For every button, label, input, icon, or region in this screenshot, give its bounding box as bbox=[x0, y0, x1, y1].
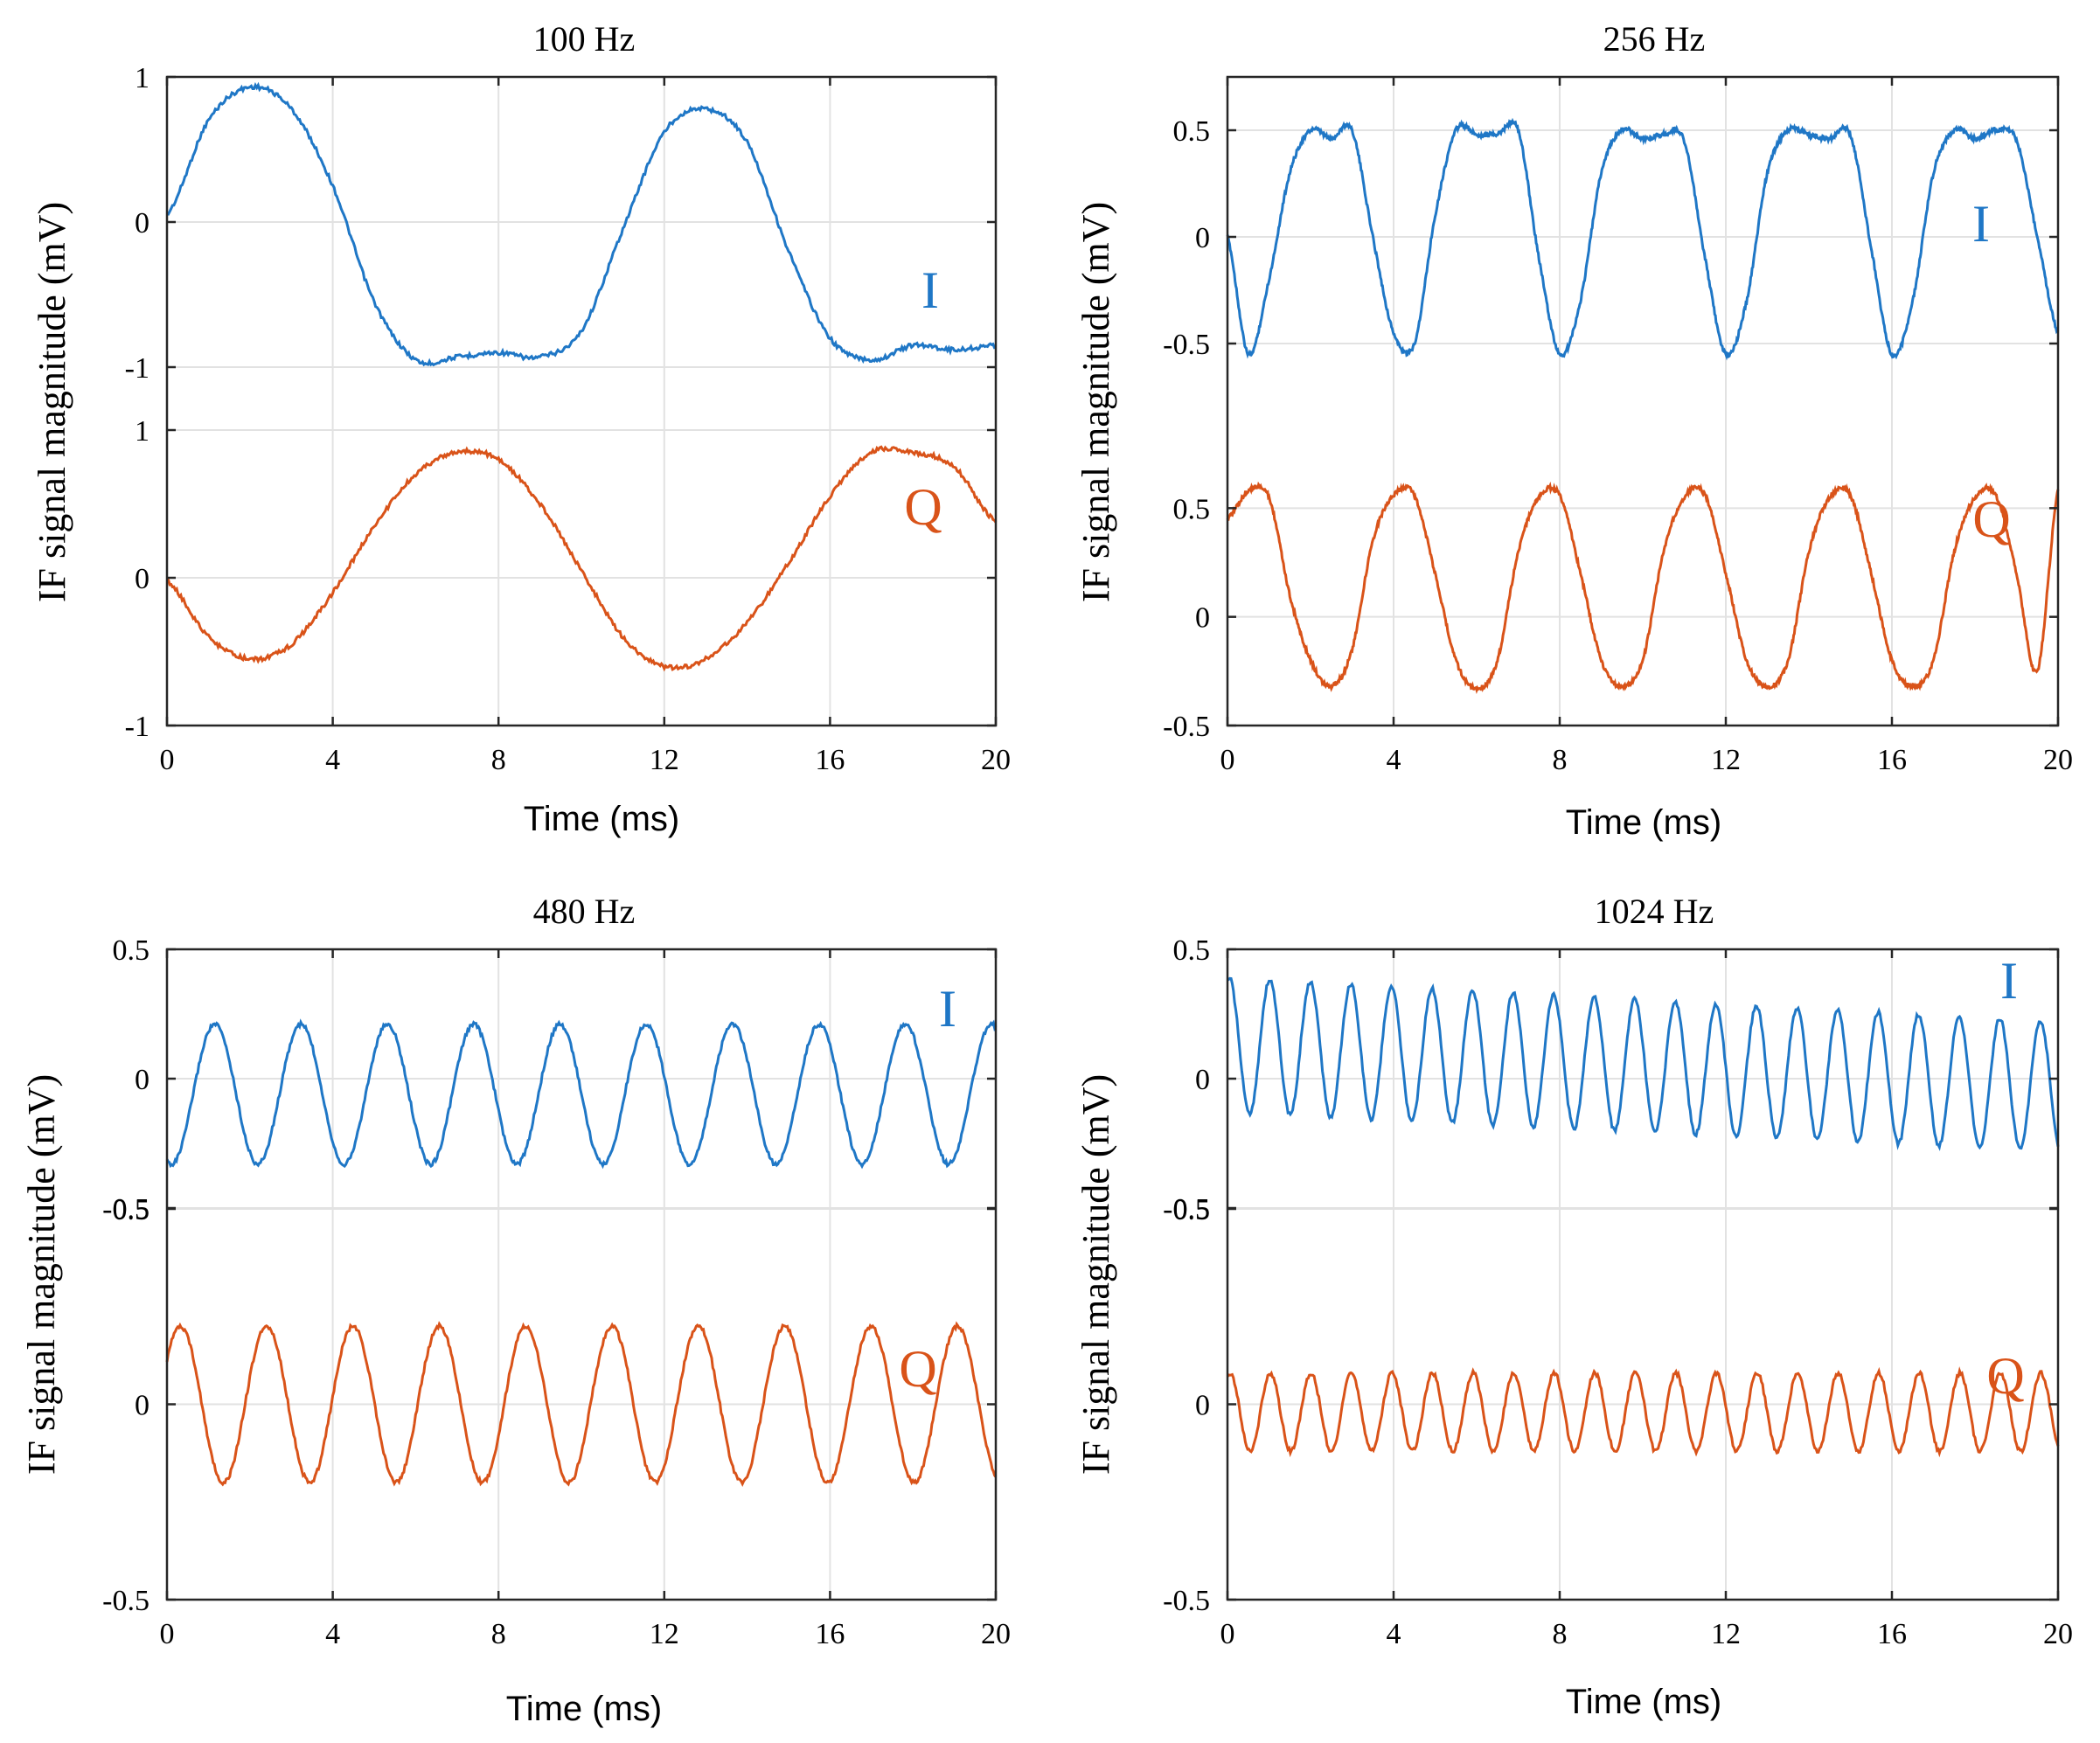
x-tick-label: 4 bbox=[1387, 744, 1401, 776]
series-q-line bbox=[1226, 481, 2060, 695]
series-i-label: I bbox=[2000, 952, 2018, 1010]
y-tick-label-upper: -1 bbox=[125, 352, 150, 385]
y-tick-label-lower: 0.5 bbox=[1173, 493, 1211, 525]
series-i-line bbox=[1226, 117, 2060, 361]
axes-frame bbox=[1226, 75, 2060, 727]
x-tick-label: 12 bbox=[650, 1618, 679, 1650]
x-tick-label: 0 bbox=[1220, 744, 1235, 776]
x-axis-label: Time (ms) bbox=[506, 1690, 662, 1728]
x-tick-label: 8 bbox=[1553, 1618, 1568, 1650]
x-axis-label: Time (ms) bbox=[524, 800, 679, 838]
x-tick-label: 4 bbox=[325, 744, 340, 776]
series-i-line bbox=[165, 1018, 998, 1170]
x-tick-label: 16 bbox=[1877, 1618, 1907, 1650]
series-i-line bbox=[166, 81, 997, 367]
series-q-line bbox=[165, 1321, 998, 1488]
y-tick-label-upper: 0.5 bbox=[1173, 115, 1211, 148]
y-tick-label-lower: 0.5 bbox=[1173, 1194, 1211, 1226]
axes-frame bbox=[165, 948, 998, 1601]
series-q-line bbox=[166, 445, 998, 672]
panel-1024hz: 1024 Hz 0 4 8 12 16 20-0.500.5-0.500.5 Time (… bbox=[1074, 892, 2073, 1721]
y-tick-label-upper: -0.5 bbox=[102, 1193, 150, 1226]
axes-frame bbox=[165, 75, 998, 727]
panel-100hz: 100 Hz 0 4 8 12 16 20 -1 0 1 -1 0 1 Time (ms) IF si… bbox=[31, 19, 1011, 838]
x-tick-label: 8 bbox=[491, 744, 506, 776]
x-tick-label: 4 bbox=[1387, 1618, 1401, 1650]
y-tick-label-upper: 0.5 bbox=[1173, 934, 1211, 967]
ticks: 0 4 8 12 16 20-0.500.5-0.500.5 bbox=[1163, 934, 2073, 1650]
x-tick-label: 12 bbox=[650, 744, 679, 776]
x-tick-label: 16 bbox=[1877, 744, 1907, 776]
x-tick-label: 16 bbox=[815, 744, 845, 776]
y-tick-label-upper: -0.5 bbox=[1163, 1193, 1210, 1226]
y-tick-label-lower: -1 bbox=[125, 711, 150, 743]
y-tick-label-upper: -0.5 bbox=[1163, 329, 1210, 361]
x-tick-label: 16 bbox=[815, 1618, 845, 1650]
x-tick-label: 4 bbox=[325, 1618, 340, 1650]
x-tick-label: 12 bbox=[1711, 1618, 1741, 1650]
x-tick-label: 20 bbox=[981, 744, 1011, 776]
ticks: 0 4 8 12 16 20 -0.5 0 0.5 -0.5 0 0.5 bbox=[1163, 77, 2073, 776]
y-tick-label-lower: 0.5 bbox=[113, 1194, 150, 1226]
series-i-label: I bbox=[939, 980, 956, 1038]
chart-title: 256 Hz bbox=[1603, 19, 1706, 59]
panel-480hz: 480 Hz 0 4 8 12 16 20-0.500.5-0.500.5 Time (m… bbox=[20, 892, 1011, 1728]
y-axis-label: IF signal magnitude (mV) bbox=[31, 202, 73, 602]
panel-256hz: 256 Hz 0 4 8 12 16 20 -0.5 0 0.5 -0.5 0 0.5 Time (m… bbox=[1074, 19, 2073, 842]
y-tick-label-upper: 0.5 bbox=[113, 934, 150, 967]
y-tick-label-lower: -0.5 bbox=[1163, 1585, 1210, 1617]
x-tick-label: 8 bbox=[491, 1618, 506, 1650]
y-tick-label-lower: 0 bbox=[1195, 602, 1210, 635]
x-tick-label: 8 bbox=[1553, 744, 1568, 776]
y-axis-label: IF signal magnitude (mV) bbox=[1074, 202, 1117, 602]
y-tick-label-upper: 0 bbox=[1195, 222, 1210, 254]
chart-title: 100 Hz bbox=[533, 19, 636, 59]
y-tick-label-lower: 1 bbox=[135, 415, 150, 448]
y-tick-label-upper: 0 bbox=[135, 207, 150, 240]
series-i-label: I bbox=[1972, 195, 1990, 253]
series-q-label: Q bbox=[904, 478, 942, 536]
axes-frame bbox=[1226, 948, 2060, 1601]
y-tick-label-lower: 0 bbox=[135, 1390, 150, 1422]
y-tick-label-lower: -0.5 bbox=[1163, 711, 1210, 743]
chart-title: 480 Hz bbox=[533, 892, 636, 931]
series-i-label: I bbox=[921, 261, 939, 319]
x-tick-label: 20 bbox=[2043, 1618, 2073, 1650]
x-tick-label: 0 bbox=[160, 1618, 175, 1650]
x-tick-label: 20 bbox=[981, 1618, 1011, 1650]
series-i-line bbox=[1227, 976, 2060, 1151]
series-q-label: Q bbox=[1972, 490, 2010, 548]
x-axis-label: Time (ms) bbox=[1566, 803, 1721, 842]
x-tick-label: 20 bbox=[2043, 744, 2073, 776]
y-axis-label: IF signal magnitude (mV) bbox=[20, 1074, 63, 1475]
y-tick-label-lower: 0 bbox=[135, 563, 150, 595]
y-tick-label-lower: -0.5 bbox=[102, 1585, 150, 1617]
y-tick-label-upper: 1 bbox=[135, 62, 150, 94]
chart-title: 1024 Hz bbox=[1595, 892, 1714, 931]
x-tick-label: 0 bbox=[1220, 1618, 1235, 1650]
y-axis-label: IF signal magnitude (mV) bbox=[1074, 1074, 1117, 1475]
x-tick-label: 12 bbox=[1711, 744, 1741, 776]
ticks: 0 4 8 12 16 20 -1 0 1 -1 0 1 bbox=[125, 62, 1011, 776]
x-axis-label: Time (ms) bbox=[1566, 1683, 1721, 1721]
y-tick-label-upper: 0 bbox=[1195, 1064, 1210, 1096]
series-q-label: Q bbox=[1986, 1347, 2024, 1405]
y-tick-label-lower: 0 bbox=[1195, 1390, 1210, 1422]
x-tick-label: 0 bbox=[160, 744, 175, 776]
series-q-line bbox=[1226, 1366, 2060, 1458]
ticks: 0 4 8 12 16 20-0.500.5-0.500.5 bbox=[102, 934, 1011, 1650]
y-tick-label-upper: 0 bbox=[135, 1064, 150, 1096]
series-q-label: Q bbox=[899, 1340, 936, 1398]
